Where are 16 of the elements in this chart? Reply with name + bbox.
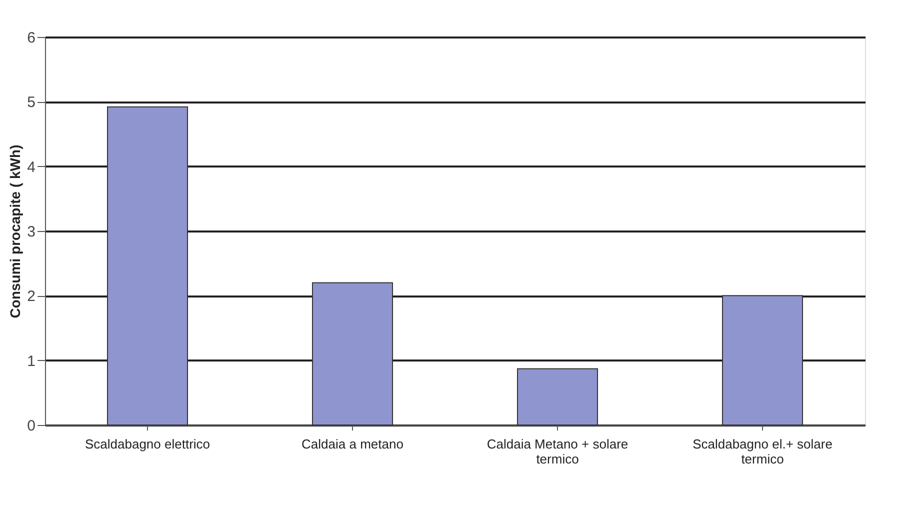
y-tick-label: 3 bbox=[27, 224, 36, 240]
bar bbox=[517, 368, 598, 426]
bar bbox=[107, 106, 188, 426]
x-tick-label: Caldaia a metano bbox=[302, 436, 404, 452]
x-tick-label: Caldaia Metano + solare termico bbox=[486, 436, 628, 466]
bar bbox=[722, 295, 803, 426]
y-tick-label: 0 bbox=[27, 418, 36, 434]
x-tick-label: Scaldabagno el.+ solare termico bbox=[692, 436, 832, 466]
y-tick-label: 1 bbox=[27, 352, 36, 370]
bar bbox=[312, 282, 393, 426]
y-axis-title: Consumi procapite ( kWh) bbox=[7, 144, 24, 318]
y-tick-label: 2 bbox=[27, 288, 36, 306]
y-tick-label: 4 bbox=[27, 158, 36, 176]
y-tick-label: 6 bbox=[27, 30, 36, 46]
y-tick-label: 5 bbox=[27, 94, 36, 112]
x-tick-label: Scaldabagno elettrico bbox=[84, 436, 210, 452]
